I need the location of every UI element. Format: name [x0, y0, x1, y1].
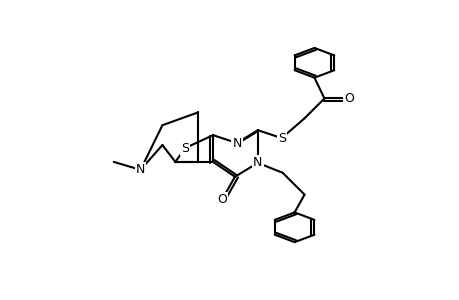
Text: N: N: [252, 156, 262, 170]
Text: S: S: [181, 142, 189, 154]
Text: O: O: [217, 193, 226, 206]
Text: O: O: [344, 92, 353, 105]
Text: N: N: [232, 136, 241, 150]
Text: S: S: [277, 132, 285, 145]
Text: N: N: [135, 163, 145, 176]
